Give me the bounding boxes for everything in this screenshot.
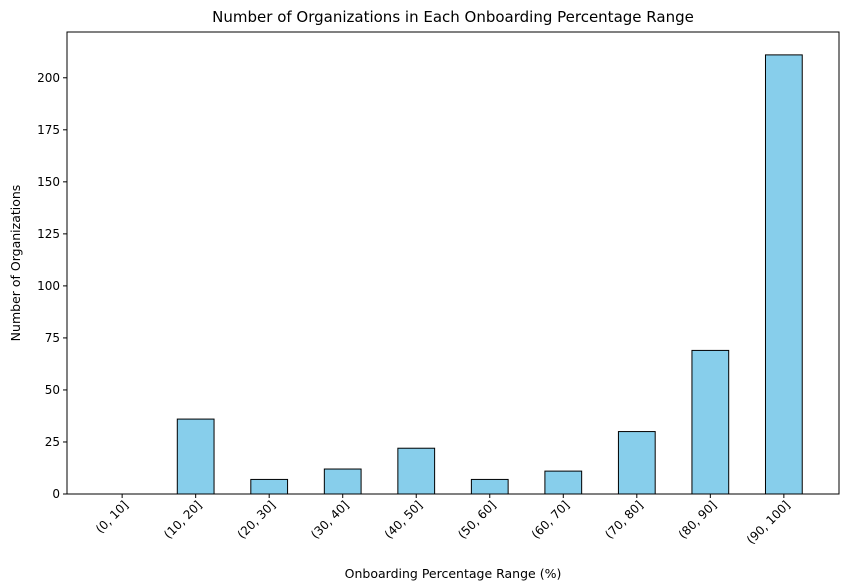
y-tick-label: 75 [45,331,60,345]
x-tick-label: (50, 60] [455,498,499,542]
y-tick-label: 25 [45,435,60,449]
x-axis-label: Onboarding Percentage Range (%) [345,566,562,581]
plot-frame [66,31,840,495]
x-tick-label: (60, 70] [529,498,573,542]
x-tick-label: (0, 10] [93,498,131,536]
y-tick-label: 200 [37,71,60,85]
y-tick-label: 125 [37,227,60,241]
bar-9 [764,54,803,495]
y-tick-label: 50 [45,383,60,397]
x-tick-label: (20, 30] [235,498,279,542]
bar-3 [323,468,362,495]
chart-title: Number of Organizations in Each Onboardi… [212,8,694,26]
x-tick-label: (10, 20] [161,498,205,542]
y-tick-label: 175 [37,123,60,137]
y-axis-label: Number of Organizations [8,185,23,342]
x-tick-label: (90, 100] [744,498,793,547]
bar-7 [617,431,656,495]
x-tick-label: (40, 50] [382,498,426,542]
y-tick-label: 0 [52,487,60,501]
x-tick-label: (70, 80] [602,498,646,542]
bars-group [176,54,803,495]
y-tick-label: 150 [37,175,60,189]
y-tick-label: 100 [37,279,60,293]
x-axis: (0, 10] (10, 20] (20, 30] (30, 40] (40, 50] (… [93,494,793,547]
bar-8 [691,349,730,495]
bar-6 [544,470,583,495]
x-tick-label: (80, 90] [676,498,720,542]
bar-4 [397,447,436,495]
bar-5 [470,478,509,495]
x-tick-label: (30, 40] [308,498,352,542]
bar-2 [250,478,289,495]
y-axis: 0 25 50 75 100 125 150 175 200 [37,71,67,501]
bar-1 [176,418,215,495]
